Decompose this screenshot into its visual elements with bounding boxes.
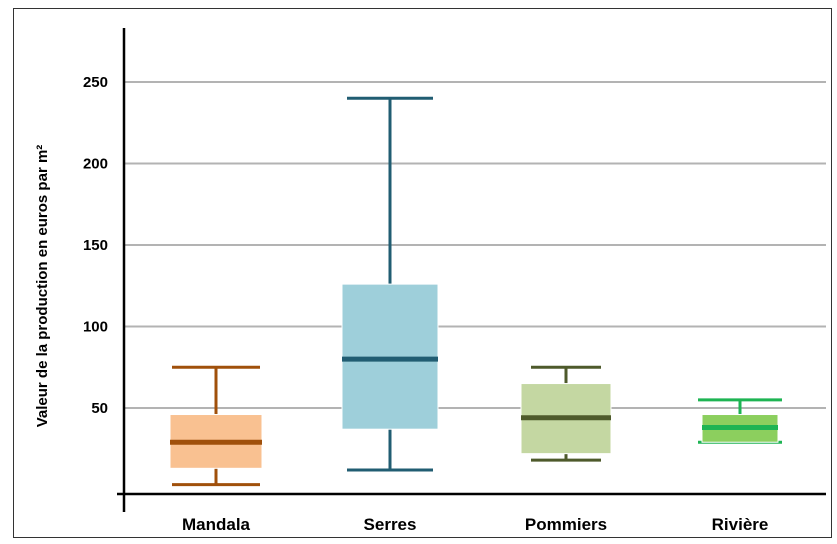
y-tick-label-150: 150 <box>83 237 108 254</box>
box-pommiers <box>520 365 612 462</box>
y-axis-title: Valeur de la production en euros par m² <box>34 145 51 428</box>
box-serres <box>341 96 439 472</box>
category-label-rivire: Rivière <box>712 515 769 534</box>
y-tick-labels: 50 100 150 200 250 <box>83 74 108 417</box>
y-tick-label-250: 250 <box>83 74 108 91</box>
chart-frame <box>13 8 832 538</box>
box-mandala <box>169 365 263 487</box>
category-label-serres: Serres <box>364 515 417 534</box>
y-tick-label-100: 100 <box>83 319 108 336</box>
category-label-pommiers: Pommiers <box>525 515 607 534</box>
box-rivire <box>698 398 782 444</box>
y-tick-label-200: 200 <box>83 156 108 173</box>
category-labels: Mandala Serres Pommiers Rivière <box>182 515 768 534</box>
category-label-mandala: Mandala <box>182 515 251 534</box>
gridlines <box>124 81 826 409</box>
boxes <box>169 96 782 487</box>
axes <box>117 28 826 512</box>
y-tick-label-50: 50 <box>91 400 108 417</box>
